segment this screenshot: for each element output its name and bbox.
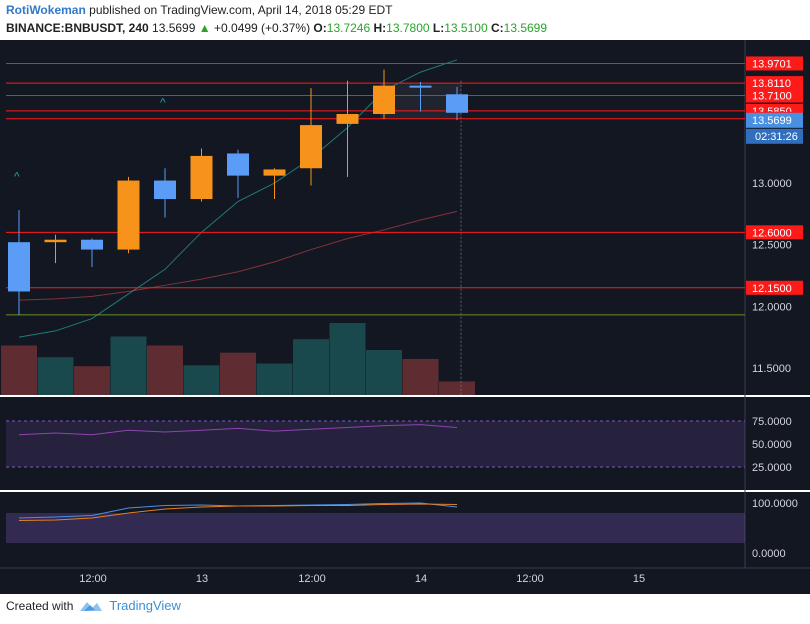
open-label: O: [313,21,327,35]
candle-body [409,85,432,88]
volume-bar [329,323,366,395]
price-level-tag [746,88,803,103]
created-with-text: Created with [6,598,74,613]
rsi-axis-label: 50.0000 [752,439,792,451]
price-level-tag-label: 13.7100 [752,91,792,103]
candle-body [81,239,103,250]
publish-info: published on TradingView.com, April 14, … [89,3,393,17]
candle-body [44,239,67,243]
price-axis-label: 12.5000 [752,240,792,252]
volume-bar [256,363,293,395]
price-axis-background [745,40,810,568]
high-value: 13.7800 [386,21,430,35]
price-axis-label: 13.0000 [752,178,792,190]
ema-lower-line [18,210,458,301]
tradingview-brand[interactable]: TradingView [109,598,181,613]
candle-body [227,153,249,176]
candle-body [336,114,359,124]
time-axis-label: 14 [415,573,427,585]
candle-body [8,242,30,292]
volume-bar [293,339,329,395]
rsi-line [18,424,458,436]
rsi-axis-label: 25.0000 [752,462,792,474]
volume-bar [147,345,183,395]
volume-bar [74,366,110,395]
publish-header: RotiWokeman published on TradingView.com… [6,3,392,17]
author-name[interactable]: RotiWokeman [6,3,86,17]
high-label: H: [373,21,387,35]
symbol-line: BINANCE:BNBUSDT, 240 13.5699 ▲ +0.0499 (… [6,21,547,35]
countdown-label: 02:31:26 [755,131,798,143]
volume-bar [183,365,220,395]
volume-bar [110,336,147,395]
price-chart[interactable]: ^ ^ 13.0000 12.5000 12.0000 11.5000 13.9701 13.… [0,40,810,594]
time-axis-label: 15 [633,573,645,585]
price-level-tag [746,280,803,295]
price-level-tag-label: 13.8110 [752,78,791,90]
close-value: 13.5699 [503,21,548,35]
footer: Created with TradingView [6,598,181,613]
price-level-tag [746,225,803,240]
time-axis-label: 13 [196,573,208,585]
price-level-tag [746,56,803,71]
candle-body [117,180,140,250]
countdown-tag [746,128,803,144]
price-level-tag-label: 12.6000 [752,227,792,239]
candle-body [373,85,395,115]
pivot-marker-icon: ^ [14,170,20,184]
candle-body [263,169,286,176]
time-axis-label: 12:00 [298,573,326,585]
volume-bar [366,350,402,395]
price-axis-label: 11.5000 [752,363,791,375]
last-price: 13.5699 [152,21,196,35]
chart-background [0,40,810,594]
pivot-marker-icon: ^ [160,96,166,110]
stoch-axis-label: 100.0000 [752,498,798,510]
candle-body [446,94,468,113]
candle-body [190,155,213,200]
volume-bar [402,359,439,395]
rsi-band [6,421,745,467]
volume-bar [37,357,74,395]
low-value: 13.5100 [444,21,488,35]
price-change: +0.0499 (+0.37%) [214,21,311,35]
change-up-icon: ▲ [198,21,211,35]
time-axis-label: 12:00 [79,573,107,585]
volume-bar [220,352,256,395]
price-level-tag [746,76,803,91]
open-value: 13.7246 [326,21,371,35]
price-axis-label: 12.0000 [752,301,792,313]
symbol-name: BINANCE:BNBUSDT, 240 [6,21,149,35]
candle-body [300,125,322,169]
time-axis-label: 12:00 [516,573,544,585]
rsi-axis-label: 75.0000 [752,416,792,428]
low-label: L: [432,21,445,35]
close-label: C: [490,21,504,35]
tradingview-logo-icon [80,601,103,611]
last-price-label: 13.5699 [752,115,792,127]
price-level-tag-label: 12.1500 [752,283,792,295]
price-level-tag-label: 13.9701 [752,58,792,70]
volume-bar [1,345,37,395]
volume-bar [439,381,475,395]
last-price-tag [746,112,803,128]
stoch-d-line [18,503,458,521]
stoch-axis-label: 0.0000 [752,548,786,560]
stoch-band [6,513,745,543]
candle-body [154,180,176,200]
